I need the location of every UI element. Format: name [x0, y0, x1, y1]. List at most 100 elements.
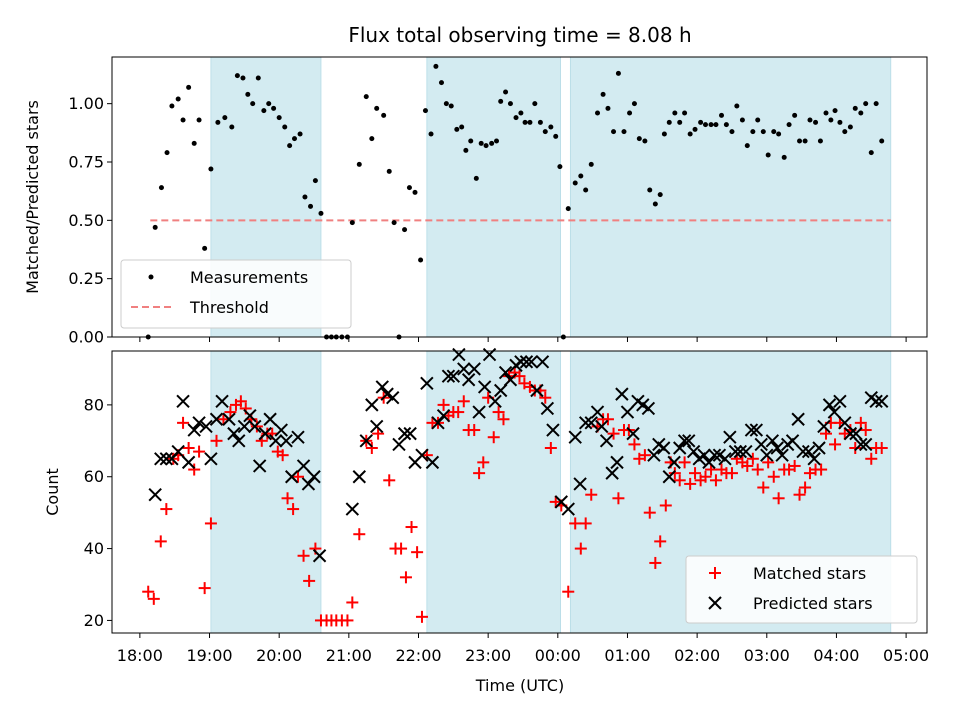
measurement-point	[739, 117, 745, 123]
measurement-point	[532, 101, 538, 107]
bottom-y-tick-label: 20	[84, 611, 104, 630]
measurement-point	[164, 150, 170, 156]
measurement-point	[873, 101, 879, 107]
measurement-point	[578, 173, 584, 179]
measurement-point	[702, 122, 708, 128]
measurement-point	[771, 129, 777, 135]
measurement-point	[868, 150, 874, 156]
measurement-point	[537, 119, 543, 125]
predicted-star-point	[530, 383, 544, 398]
matched-star-point	[415, 610, 428, 623]
measurement-point	[687, 131, 693, 137]
predicted-star-point	[807, 452, 821, 466]
measurement-point	[261, 108, 267, 114]
predicted-star-point	[707, 448, 722, 462]
predicted-star-point	[626, 426, 640, 441]
measurement-point	[391, 220, 397, 226]
measurement-point	[600, 91, 606, 97]
measurement-point	[169, 103, 175, 109]
predicted-star-point	[662, 470, 676, 484]
predicted-star-point	[436, 408, 451, 423]
predicted-star-point	[252, 459, 267, 473]
predicted-star-point	[849, 426, 863, 441]
predicted-star-point	[697, 448, 711, 462]
bottom-y-tick-label: 60	[84, 467, 104, 486]
matched-star-point	[372, 427, 385, 440]
matched-star-point	[182, 441, 195, 454]
matched-star-point	[772, 492, 785, 505]
top-legend: Measurements Threshold	[120, 259, 352, 329]
matched-star-point	[234, 395, 247, 408]
matched-star-point	[569, 517, 582, 530]
bottom-panel-frame	[111, 350, 928, 634]
x-axis-label: Time (UTC)	[475, 676, 564, 695]
measurement-point	[215, 119, 221, 125]
measurement-point	[595, 110, 601, 116]
measurement-point	[652, 201, 658, 207]
matched-star-point	[473, 467, 486, 480]
predicted-star-point	[493, 383, 508, 398]
matched-star-point	[601, 413, 614, 426]
measurement-point	[369, 136, 375, 142]
matched-star-point	[654, 535, 667, 548]
predicted-star-point	[875, 394, 889, 409]
predicted-star-point	[641, 401, 656, 416]
measurement-point	[852, 105, 858, 111]
measurement-point	[642, 138, 648, 144]
measurement-point	[631, 101, 637, 107]
matched-star-point	[224, 406, 237, 419]
predicted-star-point	[263, 412, 277, 426]
x-tick-label: 23:00	[465, 646, 511, 665]
measurement-point	[448, 103, 454, 109]
matched-star-point	[859, 424, 872, 437]
predicted-star-point	[359, 434, 373, 448]
predicted-star-point	[209, 412, 224, 426]
matched-star-point	[297, 549, 310, 562]
matched-star-point	[684, 477, 697, 490]
matched-star-point	[562, 585, 575, 598]
matched-star-point	[741, 459, 754, 472]
top-panel: 0.00 0.25 0.50 0.75 1.00 Matched/Predicted s…	[23, 56, 928, 347]
measurement-point	[719, 112, 725, 118]
measurement-point	[349, 220, 355, 226]
measurement-point	[271, 105, 277, 111]
predicted-star-point	[365, 398, 379, 412]
measurement-point	[463, 147, 469, 153]
measurement-point	[302, 194, 308, 200]
measurement-point	[356, 161, 362, 167]
predicted-star-point	[457, 362, 471, 376]
bottom-y-axis-label: Count	[43, 468, 62, 516]
predicted-star-point	[858, 437, 873, 452]
matched-star-point	[341, 614, 354, 627]
predicted-star-point	[615, 387, 629, 401]
measurement-point	[418, 257, 424, 263]
predicted-star-point	[733, 444, 748, 459]
matched-star-point	[210, 434, 223, 447]
measurement-point	[374, 105, 380, 111]
measurement-point	[438, 80, 444, 86]
predicted-star-point	[237, 419, 252, 434]
matched-star-point	[574, 542, 587, 555]
measurement-point	[621, 129, 627, 135]
measurement-point	[615, 70, 621, 76]
measurement-point	[287, 143, 293, 149]
predicted-star-point	[796, 444, 810, 459]
predicted-star-point	[279, 434, 293, 448]
predicted-star-point	[812, 441, 826, 455]
measurement-point	[483, 143, 489, 149]
matched-star-point	[487, 431, 500, 444]
top-y-tick-label: 0.75	[68, 153, 104, 172]
matched-star-point	[291, 470, 304, 483]
predicted-star-point	[441, 369, 456, 383]
predicted-star-point	[291, 430, 305, 444]
predicted-star-point	[243, 408, 257, 423]
measurement-point	[240, 75, 246, 81]
matched-star-point	[699, 470, 712, 483]
predicted-star-point	[467, 362, 481, 376]
measurement-point	[863, 101, 869, 107]
predicted-star-point	[744, 423, 759, 437]
predicted-star-point	[568, 430, 582, 444]
predicted-star-point	[498, 365, 513, 380]
measurement-point	[708, 122, 714, 128]
matched-star-point	[198, 582, 211, 595]
